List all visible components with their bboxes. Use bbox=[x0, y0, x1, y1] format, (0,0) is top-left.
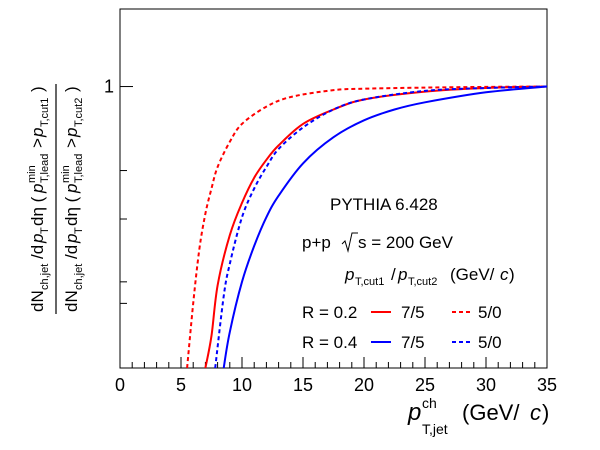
energy-label: s = 200 GeV bbox=[358, 233, 454, 252]
svg-text:ch: ch bbox=[422, 395, 437, 411]
legend-row-label: R = 0.4 bbox=[302, 333, 357, 352]
legend-entry-label: 7/5 bbox=[401, 333, 425, 352]
svg-text:/: / bbox=[391, 265, 396, 284]
plot-frame bbox=[119, 8, 548, 369]
x-axis-title: p ch T,jet (GeV/ c ) bbox=[407, 395, 549, 437]
x-tick-label: 25 bbox=[415, 375, 435, 395]
y-tick-label: 1 bbox=[104, 77, 114, 97]
legend-entry-label: 7/5 bbox=[401, 303, 425, 322]
svg-text:(GeV/: (GeV/ bbox=[450, 265, 495, 284]
svg-text:T,jet: T,jet bbox=[422, 421, 448, 437]
system-text: p+p bbox=[302, 233, 331, 252]
svg-text:T,cut2: T,cut2 bbox=[73, 98, 85, 127]
svg-text:T: T bbox=[73, 227, 85, 234]
svg-text:p: p bbox=[407, 399, 421, 426]
x-tick-label: 35 bbox=[537, 375, 557, 395]
svg-text:T,cut2: T,cut2 bbox=[408, 276, 437, 288]
system-label: p+p bbox=[302, 233, 331, 252]
generator-label: PYTHIA 6.428 bbox=[330, 195, 438, 214]
svg-text:ch,jet: ch,jet bbox=[73, 264, 85, 290]
svg-text:T,lead: T,lead bbox=[39, 154, 51, 183]
svg-text:p: p bbox=[62, 128, 81, 138]
svg-text:ch,jet: ch,jet bbox=[39, 264, 51, 290]
svg-text:p: p bbox=[28, 234, 47, 244]
series-line-3 bbox=[214, 85, 548, 369]
svg-text:): ) bbox=[542, 400, 549, 425]
svg-text:p: p bbox=[62, 234, 81, 244]
x-tick-label: 10 bbox=[232, 375, 252, 395]
svg-text:c: c bbox=[500, 265, 509, 284]
svg-text:T,lead: T,lead bbox=[73, 154, 85, 183]
svg-text:): ) bbox=[62, 86, 81, 92]
svg-text:min: min bbox=[26, 165, 38, 183]
series-line-1 bbox=[186, 85, 548, 369]
legend-entry-label: 5/0 bbox=[478, 333, 502, 352]
svg-text:): ) bbox=[28, 86, 47, 92]
sqrt-sign-icon bbox=[341, 232, 358, 253]
x-axis-ticks bbox=[119, 357, 548, 368]
svg-text:/d: /d bbox=[62, 245, 81, 259]
svg-text:(GeV/: (GeV/ bbox=[462, 400, 520, 425]
svg-text:c: c bbox=[530, 400, 541, 425]
svg-text:p: p bbox=[62, 184, 81, 194]
x-axis-tick-labels: 0 5 10 15 20 25 30 35 bbox=[115, 375, 557, 395]
svg-text:dη (: dη ( bbox=[62, 196, 81, 226]
svg-text:dη (: dη ( bbox=[28, 196, 47, 226]
svg-text:p: p bbox=[28, 128, 47, 138]
y-axis-title: dN ch,jet /d p T dη ( p min T,lead > p T… bbox=[26, 84, 85, 314]
x-tick-label: 0 bbox=[115, 375, 125, 395]
svg-text:min: min bbox=[60, 165, 72, 183]
svg-text:p: p bbox=[28, 184, 47, 194]
svg-text:p: p bbox=[397, 265, 407, 284]
svg-text:dN: dN bbox=[28, 290, 47, 312]
svg-text:/d: /d bbox=[28, 245, 47, 259]
series-line-2 bbox=[222, 85, 548, 369]
curves bbox=[186, 85, 548, 369]
x-tick-label: 15 bbox=[293, 375, 313, 395]
svg-text:): ) bbox=[509, 265, 515, 284]
svg-text:T,cut1: T,cut1 bbox=[39, 98, 51, 127]
series-line-0 bbox=[204, 85, 548, 369]
svg-text:T: T bbox=[39, 227, 51, 234]
legend-entry-label: 5/0 bbox=[478, 303, 502, 322]
svg-text:p: p bbox=[344, 265, 354, 284]
legend-header: p T,cut1 / p T,cut2 (GeV/ c ) bbox=[344, 265, 515, 288]
x-tick-label: 20 bbox=[354, 375, 374, 395]
x-tick-label: 5 bbox=[176, 375, 186, 395]
legend: R = 0.2 7/5 5/0 R = 0.4 7/5 5/0 bbox=[302, 303, 502, 352]
x-tick-label: 30 bbox=[476, 375, 496, 395]
svg-text:dN: dN bbox=[62, 290, 81, 312]
svg-text:>: > bbox=[28, 138, 47, 148]
legend-row-label: R = 0.2 bbox=[302, 303, 357, 322]
svg-text:T,cut1: T,cut1 bbox=[355, 276, 384, 288]
y-axis-ticks bbox=[120, 86, 133, 304]
svg-text:>: > bbox=[62, 138, 81, 148]
